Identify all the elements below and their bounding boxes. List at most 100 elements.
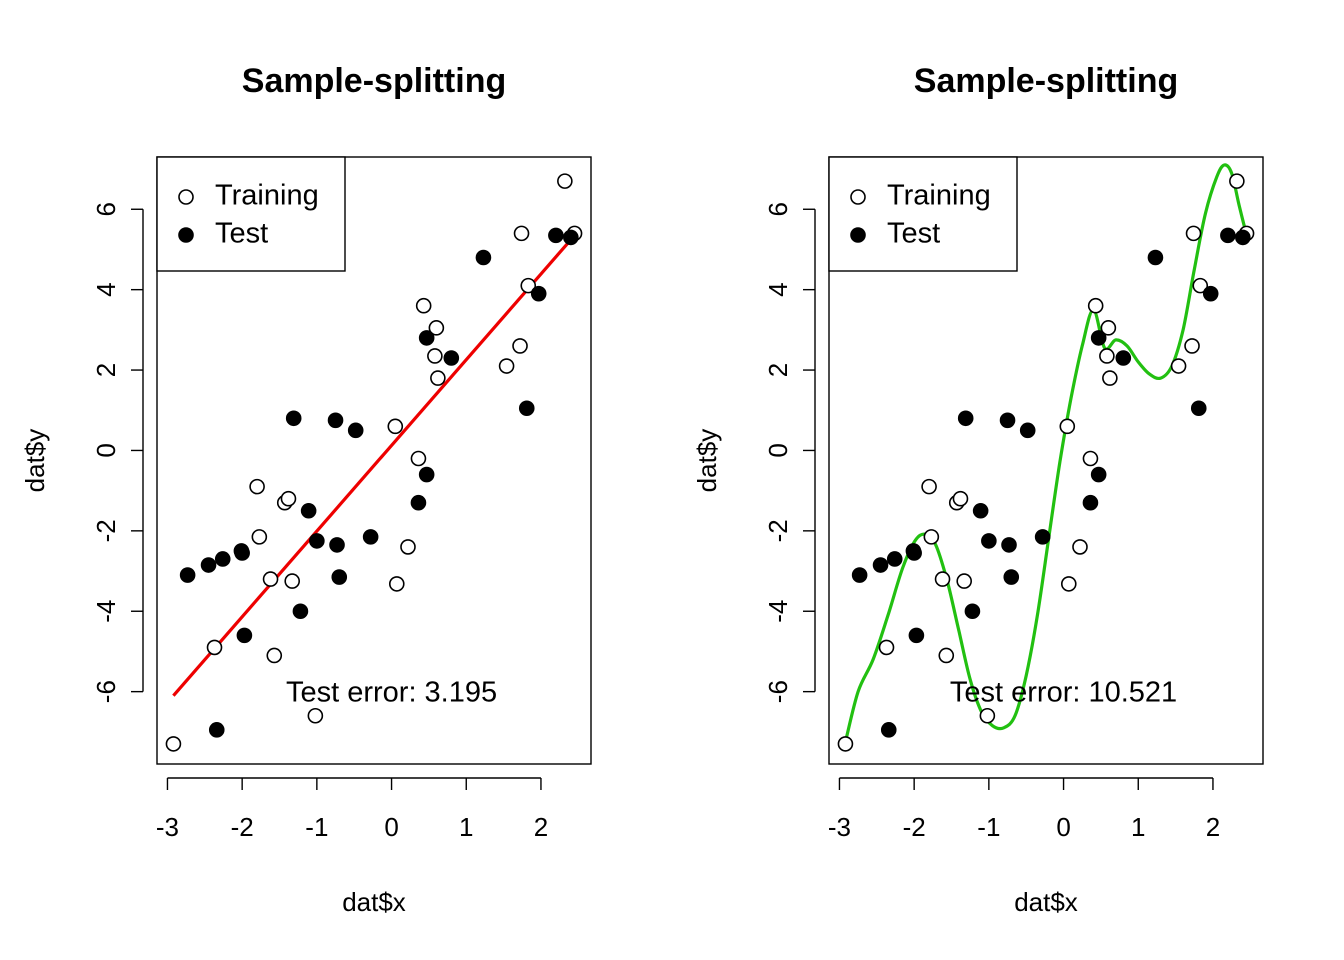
test-point bbox=[972, 502, 989, 519]
fit-line bbox=[172, 234, 576, 697]
test-point bbox=[208, 722, 225, 738]
training-point bbox=[415, 297, 432, 314]
test-point bbox=[872, 557, 889, 573]
legend: Training Test bbox=[156, 156, 346, 272]
legend-test-marker bbox=[178, 227, 194, 243]
training-point bbox=[1184, 338, 1200, 354]
training-point bbox=[1060, 576, 1077, 592]
training-point bbox=[206, 639, 223, 656]
legend-entry: Test bbox=[215, 218, 268, 250]
training-point bbox=[388, 576, 405, 592]
test-point bbox=[362, 529, 379, 545]
y-axis-label: dat$y bbox=[692, 429, 722, 493]
training-point bbox=[1087, 297, 1104, 314]
training-point bbox=[307, 707, 324, 724]
legend: Training Test bbox=[828, 156, 1018, 272]
test-point bbox=[1034, 529, 1051, 545]
y-tick-label: -6 bbox=[91, 680, 121, 703]
training-point bbox=[498, 358, 515, 374]
test-point bbox=[214, 551, 231, 567]
test-point bbox=[1090, 466, 1107, 483]
test-point bbox=[1003, 569, 1020, 585]
training-point bbox=[921, 478, 937, 495]
chart-panel-2: Sample-splitting -3 -2 -1 0 1 2 dat$x -6 -4 -2 0 2 4 6… bbox=[692, 62, 1264, 917]
y-tick-label: 0 bbox=[91, 443, 121, 457]
x-tick-label: 2 bbox=[1206, 812, 1220, 842]
training-point bbox=[1100, 320, 1117, 336]
test-point bbox=[1090, 330, 1107, 346]
test-point bbox=[179, 567, 196, 583]
training-point bbox=[262, 571, 279, 587]
legend-training-marker bbox=[178, 189, 194, 205]
test-point bbox=[906, 545, 922, 561]
test-point bbox=[1190, 400, 1207, 417]
test-point bbox=[886, 551, 903, 567]
legend-training-marker bbox=[850, 189, 866, 205]
y-tick-label: 0 bbox=[763, 443, 793, 457]
test-point bbox=[880, 722, 897, 738]
y-tick-label: -6 bbox=[763, 680, 793, 703]
test-point bbox=[410, 494, 427, 511]
training-point bbox=[410, 450, 427, 467]
test-point bbox=[957, 410, 974, 427]
y-tick-label: -2 bbox=[91, 519, 121, 542]
training-point bbox=[513, 225, 530, 242]
training-point bbox=[428, 320, 445, 336]
training-point bbox=[280, 490, 297, 507]
training-point bbox=[427, 348, 443, 364]
x-tick-label: -2 bbox=[903, 812, 926, 842]
plot-frame bbox=[828, 156, 1264, 765]
training-point bbox=[1192, 277, 1209, 294]
x-tick-label: 1 bbox=[459, 812, 473, 842]
test-point bbox=[292, 603, 309, 620]
chart-title: Sample-splitting bbox=[242, 62, 506, 100]
x-tick-label: -3 bbox=[156, 812, 179, 842]
x-axis: -3 -2 -1 0 1 2 bbox=[156, 777, 548, 842]
training-point bbox=[430, 370, 446, 386]
test-point bbox=[1147, 249, 1164, 266]
y-axis: -6 -4 -2 0 2 4 6 bbox=[763, 202, 816, 703]
y-tick-label: 4 bbox=[763, 282, 793, 296]
training-point bbox=[1072, 539, 1088, 555]
test-point bbox=[234, 545, 250, 561]
y-tick-label: 4 bbox=[91, 282, 121, 296]
test-point bbox=[285, 410, 302, 427]
y-tick-label: 2 bbox=[763, 363, 793, 377]
y-tick-label: -4 bbox=[91, 600, 121, 623]
x-tick-label: -1 bbox=[977, 812, 1000, 842]
training-point bbox=[1185, 225, 1202, 242]
legend-test-marker bbox=[850, 227, 866, 243]
test-point bbox=[331, 569, 348, 585]
test-point bbox=[964, 603, 981, 620]
training-point bbox=[249, 478, 265, 495]
training-point bbox=[938, 647, 955, 664]
test-point bbox=[1019, 422, 1036, 439]
legend-box bbox=[828, 156, 1018, 272]
training-point bbox=[251, 529, 268, 545]
legend-entry: Test bbox=[887, 218, 940, 250]
training-point bbox=[512, 338, 528, 354]
training-point bbox=[284, 573, 301, 589]
y-tick-label: -2 bbox=[763, 519, 793, 542]
y-tick-label: 6 bbox=[91, 202, 121, 216]
test-point bbox=[418, 330, 435, 346]
y-tick-label: 2 bbox=[91, 363, 121, 377]
test-point bbox=[1115, 350, 1132, 366]
x-tick-label: -3 bbox=[828, 812, 851, 842]
test-point bbox=[418, 466, 435, 483]
chart-panel-1: Sample-splitting -3 -2 -1 0 1 2 dat$x -6 -4 -2 0 2 4 6… bbox=[20, 62, 592, 917]
test-error-annotation: Test error: 3.195 bbox=[286, 676, 497, 708]
training-point bbox=[1059, 418, 1076, 435]
training-point bbox=[934, 571, 951, 587]
test-point bbox=[327, 412, 344, 429]
x-tick-label: -2 bbox=[231, 812, 254, 842]
plot-frame bbox=[156, 156, 592, 765]
training-point bbox=[387, 418, 404, 435]
test-point bbox=[563, 229, 579, 246]
chart-title: Sample-splitting bbox=[914, 62, 1178, 100]
y-axis: -6 -4 -2 0 2 4 6 bbox=[91, 202, 144, 703]
test-point bbox=[200, 557, 217, 573]
training-point bbox=[165, 736, 182, 752]
training-point bbox=[520, 277, 537, 294]
